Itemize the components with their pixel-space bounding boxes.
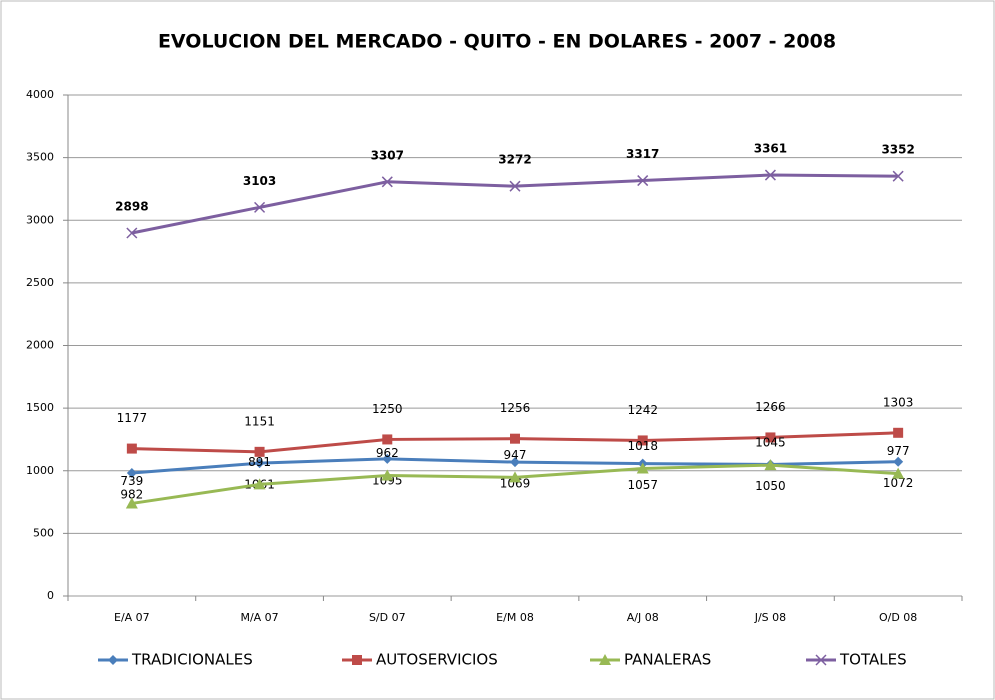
data-label: 1057 bbox=[627, 478, 658, 492]
data-label: 1266 bbox=[755, 400, 786, 414]
chart-title: EVOLUCION DEL MERCADO - QUITO - EN DOLAR… bbox=[158, 31, 836, 53]
data-label: 982 bbox=[120, 488, 143, 502]
y-tick-label: 2500 bbox=[26, 276, 54, 289]
y-tick-label: 1500 bbox=[26, 401, 54, 414]
data-label: 1072 bbox=[883, 476, 914, 490]
data-label: 1250 bbox=[372, 402, 403, 416]
marker bbox=[599, 654, 611, 665]
marker bbox=[815, 654, 827, 666]
marker bbox=[254, 201, 266, 213]
y-tick-label: 3500 bbox=[26, 151, 54, 164]
marker bbox=[126, 468, 137, 479]
marker bbox=[126, 227, 138, 239]
data-label: 3103 bbox=[243, 174, 276, 188]
y-tick-label: 0 bbox=[47, 589, 54, 602]
data-label: 2898 bbox=[115, 200, 148, 214]
marker bbox=[764, 169, 776, 181]
data-label: 1018 bbox=[627, 439, 658, 453]
marker bbox=[381, 176, 393, 188]
marker bbox=[892, 467, 905, 479]
marker bbox=[765, 432, 776, 443]
data-label: 1303 bbox=[883, 395, 914, 409]
marker bbox=[510, 433, 520, 444]
x-tick-label: O/D 08 bbox=[879, 611, 917, 624]
data-label: 1151 bbox=[244, 414, 275, 428]
data-label: 962 bbox=[376, 446, 399, 460]
x-tick-label: E/A 07 bbox=[114, 611, 150, 624]
data-label: 1050 bbox=[755, 479, 786, 493]
marker bbox=[254, 446, 265, 457]
legend-label: TOTALES bbox=[839, 651, 907, 669]
data-label: 1045 bbox=[755, 436, 786, 450]
x-tick-label: J/S 08 bbox=[754, 611, 786, 624]
marker bbox=[893, 427, 904, 438]
marker bbox=[893, 456, 904, 467]
marker bbox=[764, 459, 777, 471]
marker bbox=[253, 478, 266, 490]
y-tick-label: 4000 bbox=[26, 88, 54, 101]
y-tick-label: 2000 bbox=[26, 339, 54, 352]
x-tick-label: S/D 07 bbox=[369, 611, 406, 624]
marker bbox=[382, 453, 393, 464]
marker bbox=[892, 170, 904, 182]
x-tick-label: E/M 08 bbox=[496, 611, 534, 624]
data-label: 977 bbox=[887, 444, 910, 458]
marker bbox=[637, 435, 648, 446]
x-tick-label: M/A 07 bbox=[240, 611, 278, 624]
data-label: 1177 bbox=[117, 411, 148, 425]
marker bbox=[509, 471, 521, 483]
marker bbox=[637, 175, 649, 187]
marker bbox=[125, 497, 138, 509]
marker bbox=[636, 462, 649, 474]
y-tick-label: 500 bbox=[33, 526, 54, 539]
marker bbox=[352, 655, 362, 665]
marker bbox=[509, 180, 521, 192]
marker bbox=[126, 443, 137, 454]
data-label: 3307 bbox=[371, 148, 404, 162]
data-label: 1256 bbox=[500, 401, 531, 415]
legend-label: AUTOSERVICIOS bbox=[376, 651, 498, 669]
marker bbox=[254, 458, 265, 469]
legend-label: PANALERAS bbox=[624, 651, 711, 669]
marker bbox=[108, 655, 118, 665]
data-label: 947 bbox=[504, 448, 527, 462]
marker bbox=[381, 469, 394, 481]
data-label: 891 bbox=[248, 455, 271, 469]
data-label: 1069 bbox=[500, 477, 531, 491]
data-label: 1242 bbox=[627, 403, 658, 417]
data-label: 739 bbox=[120, 474, 143, 488]
marker bbox=[382, 434, 393, 445]
data-label: 3272 bbox=[498, 153, 531, 167]
data-label: 3352 bbox=[881, 143, 914, 157]
marker bbox=[510, 457, 520, 468]
y-tick-label: 3000 bbox=[26, 213, 54, 226]
legend-label: TRADICIONALES bbox=[131, 651, 253, 669]
data-label: 3361 bbox=[754, 142, 787, 156]
x-tick-label: A/J 08 bbox=[627, 611, 659, 624]
data-label: 3317 bbox=[626, 147, 659, 161]
y-tick-label: 1000 bbox=[26, 464, 54, 477]
